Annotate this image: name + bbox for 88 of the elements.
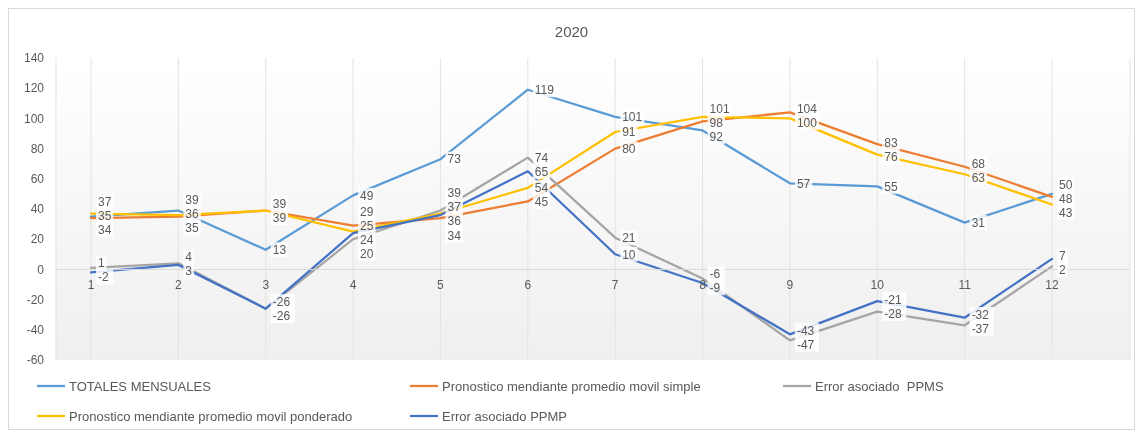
x-tick-label: 6 [524, 277, 532, 292]
data-label: 83 [884, 135, 898, 150]
data-label: -26 [272, 294, 291, 309]
data-label: 39 [447, 186, 462, 201]
data-label: 101 [622, 110, 643, 125]
data-label: -26 [272, 308, 291, 323]
data-label: 39 [272, 210, 287, 225]
data-label: -6 [709, 266, 721, 281]
data-label: 37 [98, 195, 112, 210]
data-label: 50 [1059, 177, 1073, 192]
data-label: 55 [884, 179, 898, 194]
data-label: 34 [98, 223, 112, 238]
data-label: 91 [622, 125, 636, 140]
y-tick-label: -20 [26, 292, 45, 307]
y-tick-label: 120 [23, 81, 45, 96]
data-label: 31 [971, 215, 986, 230]
data-label: 74 [534, 150, 549, 165]
data-label: 76 [884, 149, 898, 164]
data-label: 54 [534, 180, 549, 195]
legend-label: TOTALES MENSUALES [69, 378, 211, 394]
data-label: 39 [272, 196, 287, 211]
data-label: 35 [98, 209, 112, 224]
x-tick-label: 9 [786, 277, 794, 292]
data-label: 4 [185, 250, 193, 265]
legend-label: Pronostico mendiante promedio movil ponderado [69, 408, 353, 424]
y-tick-label: -40 [26, 323, 45, 338]
data-label: 37 [447, 200, 462, 215]
data-label: 119 [534, 82, 555, 97]
y-tick-label: 40 [30, 202, 45, 217]
data-label: 73 [447, 152, 462, 167]
data-label: 63 [971, 170, 986, 185]
data-label: 24 [360, 232, 374, 247]
x-tick-label: 3 [262, 277, 270, 292]
data-label: 101 [709, 102, 730, 117]
x-tick-label: 5 [437, 277, 445, 292]
data-label: 29 [360, 204, 374, 219]
data-label: 43 [1059, 205, 1073, 220]
data-label: 92 [709, 130, 724, 145]
data-label: 57 [796, 176, 811, 191]
data-label: 13 [272, 242, 287, 257]
data-label: 2 [1059, 262, 1066, 277]
y-tick-label: 80 [30, 141, 45, 156]
data-label: -47 [796, 337, 815, 352]
x-tick-label: 10 [870, 277, 885, 292]
x-tick-label: 1 [87, 277, 95, 292]
data-label: 3 [185, 264, 193, 279]
data-label: 49 [360, 188, 374, 203]
data-label: -43 [796, 323, 815, 338]
data-label: -2 [98, 270, 109, 285]
x-tick-label: 2 [175, 277, 183, 292]
data-label: 20 [360, 246, 374, 261]
y-tick-label: 140 [23, 51, 45, 66]
data-label: 34 [447, 228, 462, 243]
data-label: -9 [709, 280, 721, 295]
legend-label: Error asociado PPMP [442, 408, 567, 424]
data-label: 36 [185, 207, 200, 222]
data-label: 80 [622, 141, 636, 156]
data-label: 25 [360, 218, 374, 233]
data-label: 65 [534, 164, 549, 179]
x-tick-label: 11 [958, 277, 972, 292]
data-label: -21 [884, 292, 902, 307]
y-tick-label: 60 [30, 172, 45, 187]
data-label: 48 [1059, 191, 1073, 206]
y-tick-label: 20 [30, 232, 45, 247]
data-label: -37 [971, 321, 990, 336]
data-label: 1 [98, 256, 105, 271]
x-tick-label: 7 [611, 277, 619, 292]
data-label: 45 [534, 194, 549, 209]
legend-label: Error asociado PPMS [815, 378, 944, 394]
y-tick-label: 100 [23, 111, 45, 126]
data-label: 7 [1059, 248, 1066, 263]
data-label: 36 [447, 214, 462, 229]
data-label: 39 [185, 193, 200, 208]
x-tick-label: 12 [1045, 277, 1059, 292]
data-label: -28 [884, 306, 902, 321]
y-tick-label: 0 [37, 262, 45, 277]
data-label: 68 [971, 156, 986, 171]
data-label: 35 [185, 221, 200, 236]
data-label: 98 [709, 116, 724, 131]
chart-title: 2020 [553, 23, 590, 40]
y-tick-label: -60 [26, 353, 45, 368]
legend-label: Pronostico mendiante promedio movil simple [442, 378, 701, 394]
data-label: 104 [796, 101, 818, 116]
data-label: -32 [971, 307, 990, 322]
data-label: 21 [622, 230, 636, 245]
data-label: 10 [622, 247, 636, 262]
data-label: 100 [796, 115, 818, 130]
x-tick-label: 4 [349, 277, 357, 292]
